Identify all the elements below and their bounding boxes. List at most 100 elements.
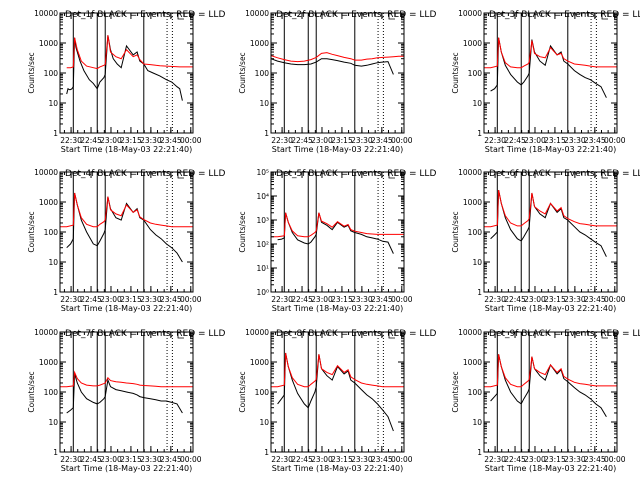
y-tick-label: 10 bbox=[472, 99, 482, 108]
axes-frame bbox=[59, 171, 194, 293]
x-tick-label: 22:30 bbox=[60, 455, 82, 464]
y-tick-label: 100 bbox=[44, 388, 59, 397]
plot-area bbox=[271, 172, 404, 292]
chart-title: Det_1f BLACK = Events, RED = LLD bbox=[65, 10, 225, 20]
x-tick-label: 22:45 bbox=[80, 136, 102, 145]
corner-marker-icon bbox=[177, 333, 184, 339]
x-tick-label: 23:30 bbox=[351, 455, 373, 464]
y-tick-label: 100 bbox=[44, 228, 59, 237]
x-tick-label: 00:00 bbox=[180, 455, 202, 464]
x-tick-label: 22:30 bbox=[60, 295, 82, 304]
x-tick-label: 00:00 bbox=[180, 295, 202, 304]
x-tick-label: 23:30 bbox=[140, 455, 162, 464]
x-tick-label: 23:45 bbox=[371, 136, 393, 145]
x-tick-label: 23:00 bbox=[100, 295, 122, 304]
x-tick-label: 23:30 bbox=[140, 295, 162, 304]
y-tick-label: 10 bbox=[48, 258, 58, 267]
series-line-red bbox=[271, 52, 404, 63]
y-tick-label: 1 bbox=[264, 129, 269, 138]
series-line-red bbox=[66, 35, 193, 70]
y-tick-label: 1000 bbox=[463, 39, 482, 48]
corner-marker-icon bbox=[388, 14, 395, 20]
x-tick-label: 23:15 bbox=[331, 136, 353, 145]
axes-frame bbox=[483, 171, 618, 293]
chart-panel: Det_7f BLACK = Events, RED = LLD 1 10 100 10… bbox=[27, 328, 225, 473]
corner-marker-icon bbox=[601, 14, 608, 20]
plot-area bbox=[271, 13, 404, 133]
x-tick-label: 23:00 bbox=[100, 455, 122, 464]
x-tick-label: 23:45 bbox=[584, 136, 606, 145]
y-tick-label: 10 bbox=[259, 418, 269, 427]
x-tick-label: 23:15 bbox=[544, 455, 566, 464]
x-tick-label: 23:30 bbox=[564, 136, 586, 145]
x-tick-label: 22:30 bbox=[60, 136, 82, 145]
plot-area bbox=[66, 13, 193, 133]
corner-marker-icon bbox=[388, 333, 395, 339]
x-tick-label: 22:45 bbox=[504, 455, 526, 464]
chart-panel: Det_9f BLACK = Events, RED = LLD 1 10 100 10… bbox=[451, 328, 640, 473]
corner-marker-icon bbox=[601, 333, 608, 339]
chart-title: Det_3f BLACK = Events, RED = LLD bbox=[489, 10, 640, 20]
y-tick-label: 100 bbox=[255, 388, 270, 397]
x-tick-label: 00:00 bbox=[391, 136, 413, 145]
x-tick-label: 23:15 bbox=[544, 136, 566, 145]
y-tick-label: 10000 bbox=[458, 168, 482, 177]
x-tick-label: 22:45 bbox=[291, 295, 313, 304]
y-tick-label: 10 bbox=[48, 418, 58, 427]
x-axis-label: Start Time (18-May-03 22:21:40) bbox=[61, 464, 192, 473]
x-axis-label: Start Time (18-May-03 22:21:40) bbox=[485, 304, 616, 313]
x-tick-label: 23:00 bbox=[311, 136, 333, 145]
series-line-red bbox=[484, 190, 617, 228]
series-line-black bbox=[66, 35, 183, 101]
x-tick-label: 22:30 bbox=[484, 136, 506, 145]
y-tick-label: 1000 bbox=[250, 39, 269, 48]
chart-panel: Det_2f BLACK = Events, RED = LLD 1 10 100 10… bbox=[238, 9, 436, 154]
y-tick-label: 1 bbox=[53, 129, 58, 138]
y-tick-label: 10² bbox=[256, 240, 269, 249]
x-tick-label: 23:00 bbox=[311, 295, 333, 304]
x-tick-label: 00:00 bbox=[391, 295, 413, 304]
plot-area bbox=[60, 332, 193, 452]
x-tick-label: 23:00 bbox=[524, 136, 546, 145]
x-tick-label: 23:15 bbox=[120, 295, 142, 304]
y-tick-label: 1000 bbox=[463, 198, 482, 207]
axes-frame bbox=[270, 12, 405, 134]
x-tick-label: 23:45 bbox=[584, 455, 606, 464]
y-tick-label: 1 bbox=[53, 288, 58, 297]
x-tick-label: 23:45 bbox=[160, 295, 182, 304]
chart-panel: Det_1f BLACK = Events, RED = LLD 1 10 100 10… bbox=[27, 9, 225, 154]
y-axis-label: Counts/sec bbox=[451, 52, 460, 93]
x-tick-label: 22:30 bbox=[271, 136, 293, 145]
y-tick-label: 10000 bbox=[458, 328, 482, 337]
chart-title: Det_9f BLACK = Events, RED = LLD bbox=[489, 329, 640, 339]
x-axis-label: Start Time (18-May-03 22:21:40) bbox=[61, 145, 192, 154]
corner-marker-icon bbox=[177, 173, 184, 179]
x-axis-label: Start Time (18-May-03 22:21:40) bbox=[272, 304, 403, 313]
chart-title: Det_2f BLACK = Events, RED = LLD bbox=[276, 10, 436, 20]
chart-panel: Det_3f BLACK = Events, RED = LLD 1 10 100 10… bbox=[451, 9, 640, 154]
y-tick-label: 10000 bbox=[34, 168, 58, 177]
y-tick-label: 1000 bbox=[39, 358, 58, 367]
y-tick-label: 10⁴ bbox=[256, 192, 269, 201]
series-line-black bbox=[271, 58, 394, 75]
y-axis-label: Counts/sec bbox=[238, 52, 247, 93]
y-tick-label: 10⁵ bbox=[256, 168, 269, 177]
x-tick-label: 00:00 bbox=[180, 136, 202, 145]
plot-area bbox=[484, 332, 617, 452]
y-tick-label: 1 bbox=[477, 448, 482, 457]
x-axis-label: Start Time (18-May-03 22:21:40) bbox=[61, 304, 192, 313]
y-tick-label: 100 bbox=[468, 69, 483, 78]
x-tick-label: 23:30 bbox=[351, 136, 373, 145]
x-tick-label: 22:45 bbox=[80, 455, 102, 464]
series-line-red bbox=[271, 352, 404, 388]
series-line-black bbox=[490, 190, 607, 257]
series-line-red bbox=[60, 370, 193, 388]
y-axis-label: Counts/sec bbox=[27, 52, 36, 93]
series-line-red bbox=[60, 192, 193, 228]
x-tick-label: 23:30 bbox=[564, 295, 586, 304]
plot-area bbox=[484, 13, 617, 133]
series-line-black bbox=[490, 37, 607, 98]
x-axis-label: Start Time (18-May-03 22:21:40) bbox=[272, 464, 403, 473]
series-line-red bbox=[484, 354, 617, 388]
